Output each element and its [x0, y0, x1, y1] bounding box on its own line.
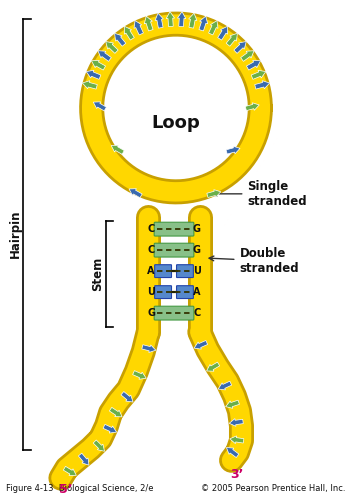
FancyArrow shape [133, 370, 146, 380]
Text: G: G [147, 308, 155, 318]
FancyArrow shape [226, 34, 237, 46]
FancyArrow shape [86, 70, 101, 80]
FancyArrow shape [199, 16, 208, 31]
Text: 5’: 5’ [59, 483, 73, 496]
Text: C: C [147, 224, 155, 234]
FancyArrow shape [129, 188, 142, 198]
FancyArrow shape [63, 466, 76, 475]
FancyArrow shape [230, 436, 244, 444]
FancyArrow shape [245, 103, 259, 110]
FancyArrow shape [109, 408, 122, 417]
FancyArrow shape [166, 12, 175, 26]
FancyBboxPatch shape [154, 306, 194, 320]
FancyArrow shape [209, 20, 218, 35]
FancyArrow shape [155, 13, 163, 28]
FancyArrow shape [218, 26, 228, 40]
FancyArrow shape [234, 42, 246, 54]
Text: A: A [147, 266, 155, 276]
FancyArrow shape [121, 392, 133, 402]
Text: A: A [193, 287, 201, 297]
Text: C: C [147, 245, 155, 255]
FancyArrow shape [207, 190, 221, 198]
FancyArrow shape [177, 12, 186, 26]
FancyArrow shape [144, 16, 153, 31]
FancyArrow shape [115, 34, 126, 46]
Text: Double
stranded: Double stranded [209, 247, 299, 275]
Text: G: G [193, 245, 201, 255]
FancyArrow shape [246, 60, 260, 70]
Text: Hairpin: Hairpin [9, 209, 22, 258]
Text: C: C [193, 308, 200, 318]
FancyArrow shape [93, 440, 105, 452]
FancyArrow shape [226, 400, 239, 408]
FancyArrow shape [207, 362, 220, 371]
FancyArrow shape [229, 418, 243, 426]
Text: Figure 4-13  Biological Science, 2/e: Figure 4-13 Biological Science, 2/e [6, 484, 154, 493]
Text: Single
stranded: Single stranded [212, 180, 307, 208]
Text: 3’: 3’ [230, 468, 243, 481]
FancyArrow shape [103, 424, 117, 433]
FancyArrow shape [92, 60, 106, 70]
Text: U: U [193, 266, 201, 276]
FancyArrow shape [226, 146, 240, 154]
FancyArrow shape [251, 70, 266, 80]
FancyArrow shape [226, 448, 239, 458]
FancyArrow shape [111, 145, 124, 154]
FancyArrow shape [124, 26, 134, 40]
FancyArrow shape [82, 80, 97, 89]
FancyArrow shape [142, 344, 156, 352]
FancyArrow shape [189, 13, 197, 28]
FancyBboxPatch shape [177, 286, 193, 298]
Text: G: G [193, 224, 201, 234]
FancyBboxPatch shape [154, 243, 194, 257]
FancyBboxPatch shape [155, 264, 171, 278]
FancyArrow shape [106, 42, 118, 54]
FancyBboxPatch shape [177, 264, 193, 278]
Text: U: U [147, 287, 155, 297]
Text: Stem: Stem [91, 257, 104, 292]
FancyArrow shape [98, 50, 111, 62]
FancyArrow shape [78, 453, 89, 465]
FancyArrow shape [241, 50, 254, 62]
Text: © 2005 Pearson Prentice Hall, Inc.: © 2005 Pearson Prentice Hall, Inc. [201, 484, 346, 493]
FancyArrow shape [93, 102, 106, 111]
FancyBboxPatch shape [154, 222, 194, 236]
FancyArrow shape [134, 20, 143, 35]
FancyArrow shape [194, 340, 208, 349]
FancyBboxPatch shape [155, 286, 171, 298]
FancyArrow shape [218, 381, 232, 390]
Text: Loop: Loop [152, 114, 200, 132]
FancyArrow shape [255, 80, 270, 89]
